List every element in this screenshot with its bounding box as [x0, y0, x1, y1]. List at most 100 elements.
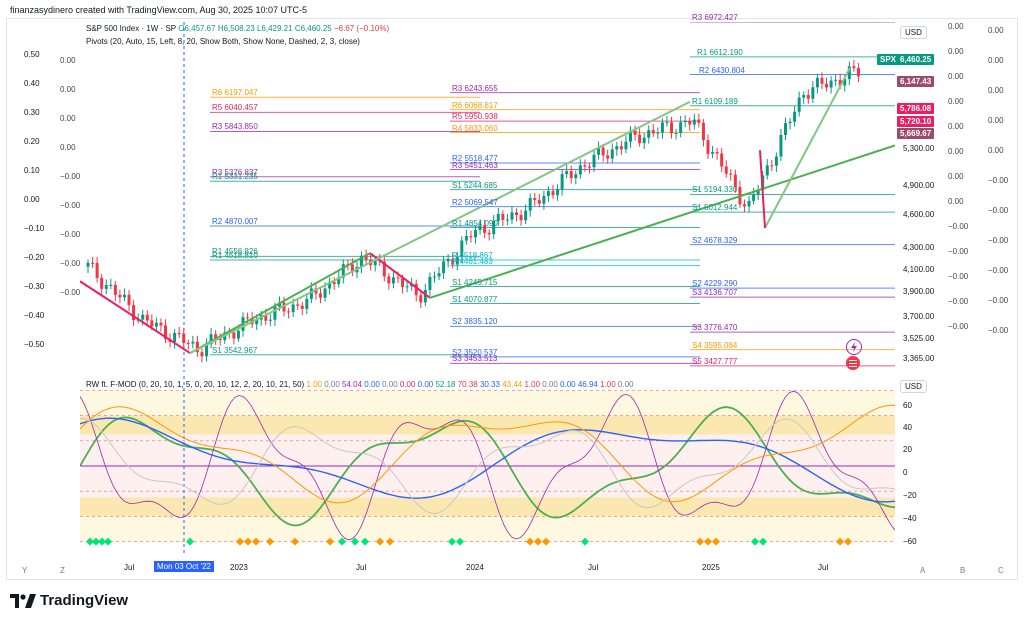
corner-c[interactable]: C — [998, 566, 1004, 575]
us-flag-icon[interactable] — [846, 356, 860, 370]
pivot-level-label: R1 5331.235 — [212, 172, 258, 182]
candle-body — [442, 261, 446, 274]
left-axis-label: −0.50 — [24, 340, 45, 349]
tradingview-logo[interactable]: TradingView — [10, 592, 128, 609]
candle-body — [469, 236, 473, 238]
osc-axis-label: 20 — [903, 445, 912, 454]
candle-body — [300, 305, 304, 309]
candle-body — [524, 210, 528, 221]
candle-body — [633, 130, 637, 135]
candle-body — [296, 304, 300, 306]
pivots-legend[interactable]: Pivots (20, Auto, 15, Left, 8, 20, Show … — [86, 37, 360, 46]
candle-body — [177, 332, 181, 334]
oscillator-chart[interactable] — [80, 376, 895, 556]
candle-body — [291, 304, 295, 313]
osc-signal-marker — [338, 537, 346, 546]
osc-value: 30.33 — [477, 380, 500, 389]
lightning-icon[interactable] — [846, 339, 862, 355]
candle-body — [811, 87, 815, 99]
candle-body — [533, 198, 537, 201]
right-axis-a-label: 0.00 — [948, 197, 964, 206]
candle-body — [834, 79, 838, 81]
candle-body — [214, 334, 218, 339]
price-axis-label: 4,100.00 — [903, 265, 935, 274]
candle-body — [305, 298, 309, 309]
candle-body — [122, 294, 126, 298]
right-axis-a-label: 0.00 — [948, 172, 964, 181]
candle-body — [697, 119, 701, 123]
osc-value: 0.00 — [415, 380, 434, 389]
osc-signal-marker — [526, 537, 534, 546]
left-axis-label: −0.30 — [24, 282, 45, 291]
left-axis2-label: 0.00 — [60, 143, 76, 152]
osc-currency-button[interactable]: USD — [900, 380, 927, 393]
candle-body — [656, 132, 660, 134]
candle-body — [323, 288, 327, 298]
candle-body — [132, 305, 136, 321]
candle-body — [756, 189, 760, 195]
corner-b[interactable]: B — [960, 566, 966, 575]
oscillator-legend[interactable]: RW ft. F-MOD (0, 20, 10, 1, 5, 0, 20, 10… — [86, 380, 633, 389]
right-axis-a-label: −0.00 — [948, 247, 969, 256]
candle-body — [629, 130, 632, 142]
left-axis-label: −0.40 — [24, 311, 45, 320]
price-axis-label: 3,365.00 — [903, 354, 935, 363]
osc-signal-marker — [92, 537, 100, 546]
candle-body — [91, 262, 95, 264]
candle-body — [154, 322, 158, 327]
corner-y[interactable]: Y — [22, 566, 28, 575]
symbol-legend[interactable]: S&P 500 Index · 1W · SP O6,457.67 H6,508… — [86, 24, 389, 33]
candle-body — [715, 152, 719, 154]
osc-band-bottom — [80, 516, 895, 542]
candle-body — [455, 257, 459, 265]
osc-fast-line — [80, 406, 895, 527]
right-axis-a-label: 0.00 — [948, 72, 964, 81]
corner-a[interactable]: A — [920, 566, 926, 575]
right-axis-a-label: −0.00 — [948, 222, 969, 231]
tradingview-logo-icon — [10, 593, 36, 608]
candle-body — [615, 146, 619, 150]
currency-button[interactable]: USD — [900, 26, 927, 39]
candle-body — [720, 153, 724, 167]
time-cursor-label: Mon 03 Oct '22 — [154, 561, 214, 572]
candle-body — [797, 97, 801, 112]
candle-body — [546, 191, 550, 196]
candle-body — [492, 220, 496, 235]
trend-line — [759, 150, 766, 228]
candle-body — [496, 213, 500, 221]
osc-signal-marker — [542, 537, 550, 546]
osc-signal-marker — [326, 537, 334, 546]
pivot-level-label: R2 6430.804 — [699, 65, 745, 75]
pivot-level-label: S1 4245.715 — [452, 277, 498, 287]
candle-body — [711, 152, 715, 154]
pivot-level-label: R6 6068.817 — [452, 100, 498, 110]
corner-z[interactable]: Z — [60, 566, 65, 575]
pivot-level-label: S3 3453.513 — [452, 354, 498, 364]
candle-body — [815, 77, 819, 88]
candle-body — [332, 281, 336, 285]
candle-body — [688, 120, 692, 125]
spx-symbol-tag: SPX — [877, 54, 900, 65]
right-axis-b-label: −0.00 — [988, 206, 1009, 215]
candle-body — [145, 314, 149, 321]
pivot-level-label: R1 6109.189 — [692, 96, 738, 106]
osc-signal-marker — [104, 537, 112, 546]
candle-body — [802, 95, 806, 98]
right-axis-a-label: 0.00 — [948, 22, 964, 31]
candle-body — [432, 276, 436, 278]
price-chart[interactable] — [80, 22, 895, 372]
candle-body — [670, 122, 674, 134]
price-pane[interactable] — [80, 22, 895, 372]
time-axis[interactable]: Jul 2023 Jul 2024 Jul 2025 Jul Mon 03 Oct '22 — [80, 560, 895, 576]
candle-body — [401, 278, 405, 287]
price-axis-label: 3,900.00 — [903, 287, 935, 296]
osc-signal-marker — [236, 537, 244, 546]
candle-body — [414, 283, 418, 296]
pivot-level-label: R2 5518.477 — [452, 154, 498, 164]
left-axis-label: 0.30 — [24, 108, 40, 117]
pivot-level-label: R1 6612.190 — [697, 47, 743, 57]
right-axis-b-label: −0.00 — [988, 266, 1009, 275]
osc-signal-marker — [534, 537, 542, 546]
candle-body — [109, 284, 113, 286]
oscillator-pane[interactable] — [80, 376, 895, 556]
